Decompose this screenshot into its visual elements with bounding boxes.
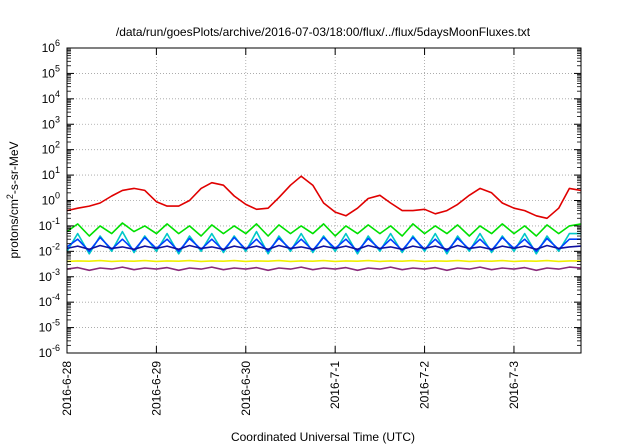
y-tick-exponent: 4	[55, 89, 60, 99]
y-tick-exponent: -2	[52, 241, 60, 251]
series-line-1	[66, 175, 582, 220]
series-line-3	[66, 230, 581, 255]
y-tick-exponent: 5	[55, 63, 60, 73]
series-line-7	[66, 266, 582, 272]
y-tick-exponent: 0	[55, 191, 60, 201]
y-tick-label: 103	[42, 114, 60, 131]
y-tick-label: 10-3	[39, 267, 60, 284]
y-tick-base: 10	[42, 168, 56, 182]
y-tick-label: 101	[42, 165, 60, 182]
y-tick-exponent: -5	[52, 318, 60, 328]
y-tick-base: 10	[42, 117, 56, 131]
y-tick-label: 106	[42, 38, 60, 55]
x-axis-ticks: 2016-6-28 2016-6-29 2016-6-30 2016-7-1 2016-…	[60, 48, 521, 416]
y-axis-ticks: 10-610-510-410-310-210-11001011021031041…	[39, 38, 581, 360]
y-tick-label: 10-5	[39, 318, 60, 335]
series-line-6	[66, 259, 581, 263]
y-tick-label: 104	[42, 89, 60, 106]
series-lines	[66, 175, 582, 272]
y-tick-base: 10	[42, 92, 56, 106]
y-tick-exponent: 2	[55, 140, 60, 150]
x-tick-label: 2016-7-3	[507, 361, 521, 409]
x-tick-label: 2016-6-28	[60, 361, 74, 416]
x-tick-label: 2016-7-2	[418, 361, 432, 409]
y-tick-exponent: -3	[52, 267, 60, 277]
y-tick-label: 10-4	[39, 292, 60, 309]
y-tick-base: 10	[42, 66, 56, 80]
y-tick-base: 10	[39, 244, 53, 258]
y-tick-label: 100	[42, 191, 60, 208]
x-tick-label: 2016-7-1	[328, 361, 342, 409]
series-line-2	[66, 222, 582, 237]
y-tick-base: 10	[39, 270, 53, 284]
x-axis-label: Coordinated Universal Time (UTC)	[231, 430, 415, 444]
y-tick-base: 10	[42, 143, 56, 157]
y-tick-base: 10	[39, 321, 53, 335]
y-axis-label: protons/cm2-s-sr-MeV	[5, 141, 21, 258]
y-tick-exponent: -6	[52, 343, 60, 353]
y-tick-label: 10-6	[39, 343, 60, 360]
y-tick-label: 102	[42, 140, 60, 157]
plot-frame	[66, 47, 582, 354]
grid-lines	[67, 48, 581, 353]
x-tick-label: 2016-6-29	[149, 361, 163, 416]
x-tick-label: 2016-6-30	[239, 361, 253, 416]
series-line-4	[66, 236, 581, 253]
y-tick-exponent: 1	[55, 165, 60, 175]
y-tick-base: 10	[42, 194, 56, 208]
y-tick-label: 10-1	[39, 216, 60, 233]
y-tick-exponent: -1	[52, 216, 60, 226]
chart-title: /data/run/goesPlots/archive/2016-07-03/1…	[116, 25, 531, 39]
y-tick-label: 105	[42, 63, 60, 80]
y-tick-exponent: -4	[52, 292, 60, 302]
y-tick-base: 10	[42, 41, 56, 55]
y-tick-exponent: 3	[55, 114, 60, 124]
series-line-5	[66, 244, 582, 251]
y-tick-label: 10-2	[39, 241, 60, 258]
y-tick-base: 10	[39, 219, 53, 233]
y-tick-base: 10	[39, 295, 53, 309]
y-tick-exponent: 6	[55, 38, 60, 48]
y-tick-base: 10	[39, 346, 53, 360]
